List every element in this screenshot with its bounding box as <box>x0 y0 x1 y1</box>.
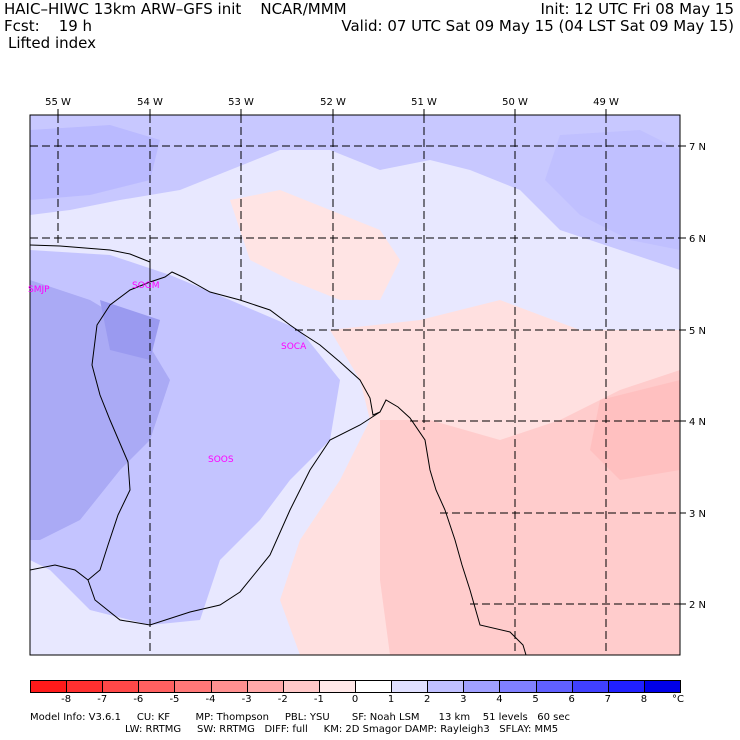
station-label-smjp: SMJP <box>28 285 50 295</box>
lifted-index-map: 55 W 54 W 53 W 52 W 51 W 50 W 49 W 7 N 6… <box>28 97 706 656</box>
colorbar-label: 0 <box>351 694 359 705</box>
axis-ticks <box>57 109 686 605</box>
station-label-sogm: SOGM <box>132 281 160 291</box>
lat-label: 3 N <box>689 509 706 520</box>
colorbar-swatch <box>282 680 320 693</box>
colorbar-label: 8 <box>640 694 648 705</box>
colorbar-swatch <box>138 680 175 693</box>
colorbar-label: 1 <box>387 694 395 705</box>
colorbar-label: 2 <box>424 694 431 705</box>
colorbar-swatch <box>643 680 681 693</box>
colorbar-label: -4 <box>205 694 216 705</box>
station-label-soca: SOCA <box>281 342 307 352</box>
lon-label: 52 W <box>320 97 346 108</box>
colorbar-swatch <box>318 680 356 693</box>
lon-label: 55 W <box>45 97 71 108</box>
colorbar-swatch <box>499 680 537 693</box>
lat-label: 2 N <box>689 600 706 611</box>
lon-label: 49 W <box>593 97 619 108</box>
colorbar-label: -1 <box>313 694 324 705</box>
colorbar-label: 6 <box>568 694 575 705</box>
field-name: Lifted index <box>8 34 96 52</box>
model-title: HAIC–HIWC 13km ARW–GFS init NCAR/MMM <box>4 0 347 18</box>
init-time: Init: 12 UTC Fri 08 May 15 <box>540 0 734 18</box>
colorbar-swatch <box>463 680 500 693</box>
colorbar-swatch <box>427 680 464 693</box>
colorbar-label: -3 <box>241 694 252 705</box>
colorbar-unit: °C <box>672 694 684 705</box>
model-info-line2: LW: RRTMG SW: RRTMG DIFF: full KM: 2D Sm… <box>125 724 559 735</box>
colorbar-swatch <box>102 680 139 693</box>
colorbar-swatch <box>30 680 67 693</box>
colorbar-edge <box>680 680 681 693</box>
lon-label: 51 W <box>411 97 437 108</box>
graticule <box>30 115 680 655</box>
colorbar-label: -2 <box>277 694 288 705</box>
lon-label: 53 W <box>228 97 254 108</box>
colorbar-label: 5 <box>532 694 539 705</box>
lon-label: 54 W <box>137 97 163 108</box>
coastlines-borders <box>30 244 527 655</box>
colorbar-swatch <box>174 680 212 693</box>
colorbar-label: -5 <box>169 694 180 705</box>
lat-label: 6 N <box>689 234 706 245</box>
colorbar-label: 4 <box>496 694 503 705</box>
plot-frame <box>29 114 681 656</box>
lat-label: 5 N <box>689 326 706 337</box>
colorbar-swatch <box>246 680 284 693</box>
colorbar-swatch <box>571 680 609 693</box>
colorbar-label: 3 <box>460 694 467 705</box>
colorbar-swatch <box>355 680 392 693</box>
shaded-field <box>30 115 680 655</box>
station-label-soos: SOOS <box>208 455 234 465</box>
lat-label: 7 N <box>689 142 706 153</box>
colorbar-swatch <box>607 680 645 693</box>
colorbar-label: -6 <box>133 694 144 705</box>
colorbar-swatch <box>391 680 428 693</box>
forecast-hour: Fcst: 19 h <box>4 17 93 35</box>
model-info-line1: Model Info: V3.6.1 CU: KF MP: Thompson P… <box>30 712 570 723</box>
colorbar-swatch <box>66 680 103 693</box>
valid-time: Valid: 07 UTC Sat 09 May 15 (04 LST Sat … <box>341 17 734 35</box>
colorbar-swatch <box>535 680 573 693</box>
colorbar-swatch <box>210 680 248 693</box>
lon-label: 50 W <box>502 97 528 108</box>
colorbar-label: 7 <box>604 694 611 705</box>
lat-label: 4 N <box>689 417 706 428</box>
colorbar-label: -8 <box>61 694 72 705</box>
colorbar-label: -7 <box>97 694 108 705</box>
